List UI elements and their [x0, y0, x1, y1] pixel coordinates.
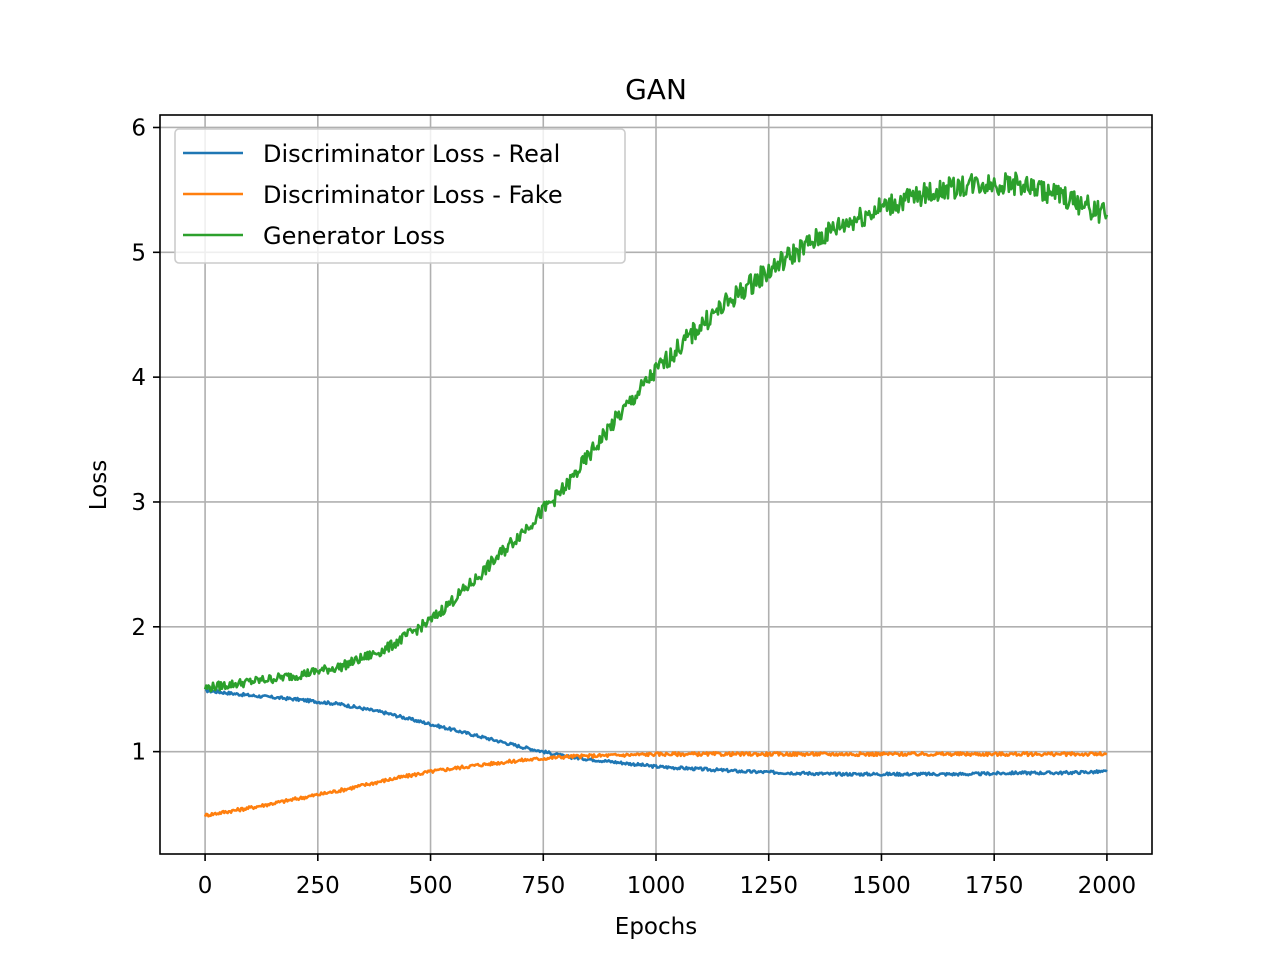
- x-tick-label: 1750: [965, 873, 1024, 899]
- y-tick-label: 4: [131, 365, 146, 391]
- x-axis-label: Epochs: [615, 914, 697, 940]
- y-tick-label: 3: [131, 490, 146, 516]
- x-tick-label: 0: [198, 873, 213, 899]
- legend-label-1: Discriminator Loss - Real: [263, 140, 560, 168]
- y-tick-label: 2: [131, 615, 146, 641]
- y-tick-label: 6: [131, 115, 146, 141]
- axis-ticks: 0 250 500 750 1000 1250 1500 1750 2000 1 2 3 4 5 6: [131, 115, 1136, 899]
- series-line-1: [204, 688, 1108, 777]
- x-tick-label: 250: [296, 873, 340, 899]
- chart-title: GAN: [625, 73, 687, 106]
- x-tick-label: 1500: [852, 873, 911, 899]
- x-tick-label: 1250: [739, 873, 798, 899]
- plot-area-lines: [203, 171, 1109, 818]
- legend-box: [174, 128, 626, 264]
- series-line-2: [203, 751, 1108, 818]
- legend-label-3: Generator Loss: [263, 222, 445, 250]
- x-tick-label: 500: [409, 873, 453, 899]
- legend: Discriminator Loss - Real Discriminator L…: [174, 128, 626, 264]
- x-tick-label: 1000: [627, 873, 686, 899]
- legend-label-2: Discriminator Loss - Fake: [263, 181, 563, 209]
- x-tick-label: 2000: [1078, 873, 1137, 899]
- y-tick-label: 1: [131, 740, 146, 766]
- y-axis-label: Loss: [86, 460, 112, 510]
- x-tick-label: 750: [521, 873, 565, 899]
- series-line-3: [203, 171, 1109, 693]
- y-tick-label: 5: [131, 240, 146, 266]
